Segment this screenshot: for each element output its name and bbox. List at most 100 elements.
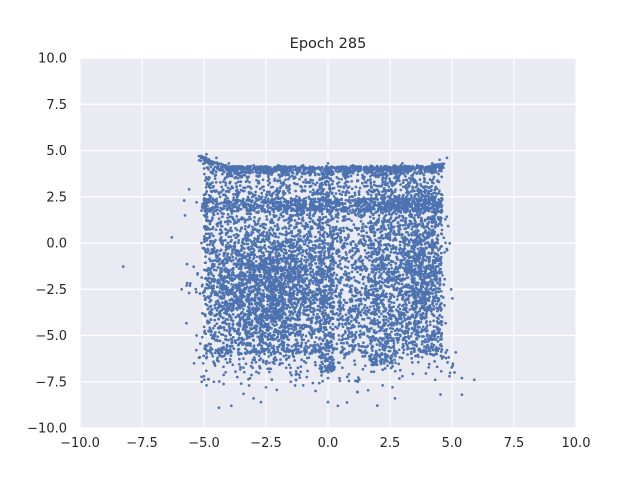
data-point: [356, 165, 359, 169]
data-point: [278, 186, 282, 190]
data-point: [306, 314, 310, 317]
data-point: [232, 198, 235, 202]
data-point: [185, 262, 189, 266]
data-point: [423, 198, 426, 201]
data-point: [284, 366, 288, 370]
data-point: [204, 286, 207, 290]
data-point: [266, 203, 270, 206]
data-point: [239, 207, 243, 211]
data-point: [214, 170, 218, 174]
data-point: [261, 313, 264, 317]
data-point: [228, 298, 232, 302]
data-point: [229, 235, 233, 239]
data-point: [229, 345, 232, 348]
data-point: [252, 339, 256, 342]
data-point: [250, 277, 254, 281]
data-point: [230, 211, 234, 215]
data-point: [313, 239, 317, 243]
data-point: [309, 172, 313, 176]
data-point: [249, 169, 253, 173]
data-point: [399, 197, 402, 201]
data-point: [246, 280, 249, 283]
data-point: [204, 159, 208, 162]
data-point: [295, 172, 299, 176]
data-point: [217, 217, 221, 221]
data-point: [303, 258, 306, 262]
data-point: [224, 318, 228, 321]
data-point: [314, 223, 318, 226]
data-point: [207, 266, 210, 270]
data-point: [310, 336, 313, 340]
data-point: [295, 313, 299, 317]
data-point: [188, 282, 192, 285]
data-point: [222, 345, 225, 349]
data-point: [282, 301, 286, 305]
data-point: [237, 172, 241, 176]
data-point: [256, 211, 260, 215]
data-point: [230, 279, 234, 283]
data-point: [209, 328, 212, 332]
data-point: [269, 169, 273, 173]
data-point: [312, 343, 316, 347]
data-point: [239, 316, 242, 320]
data-point: [254, 259, 258, 263]
data-point: [231, 323, 235, 327]
data-point: [309, 270, 313, 274]
data-point: [287, 244, 290, 248]
data-point: [315, 287, 319, 291]
data-point: [271, 243, 275, 246]
data-point: [258, 217, 261, 220]
data-point: [235, 289, 239, 293]
data-point: [259, 245, 262, 249]
data-point: [209, 170, 213, 174]
data-point: [256, 222, 260, 225]
data-point: [362, 204, 365, 207]
data-point: [298, 298, 301, 302]
data-point: [211, 185, 215, 189]
data-point: [307, 195, 311, 199]
data-point: [258, 284, 262, 288]
data-point: [245, 242, 248, 246]
data-point: [239, 312, 243, 316]
data-point: [270, 301, 274, 305]
data-point: [271, 322, 274, 326]
data-point: [213, 324, 217, 328]
data-point: [296, 268, 300, 272]
data-point: [290, 198, 294, 201]
data-point: [218, 181, 222, 184]
data-point: [201, 162, 205, 166]
data-point: [287, 216, 291, 220]
data-point: [424, 168, 427, 172]
data-point: [278, 326, 282, 330]
data-point: [311, 220, 315, 224]
data-point: [223, 177, 227, 181]
data-point: [312, 309, 316, 313]
data-point: [292, 255, 295, 259]
data-point: [225, 208, 229, 212]
data-point: [206, 307, 210, 311]
data-point: [266, 179, 270, 183]
data-point: [266, 329, 269, 332]
data-point: [232, 347, 236, 351]
data-point: [301, 212, 304, 216]
data-point: [281, 173, 285, 176]
data-point: [312, 197, 316, 201]
data-point: [255, 178, 258, 182]
data-point: [361, 173, 364, 177]
data-point: [203, 193, 207, 196]
data-point: [234, 294, 238, 298]
data-point: [290, 324, 294, 328]
data-point: [244, 171, 247, 175]
data-point: [303, 168, 306, 172]
data-point: [296, 240, 300, 244]
data-point: [218, 249, 222, 253]
data-point: [264, 169, 267, 173]
data-point: [302, 349, 306, 352]
data-point: [247, 245, 251, 249]
data-point: [250, 262, 253, 266]
data-point: [240, 241, 244, 244]
data-point: [213, 318, 217, 322]
data-point: [282, 251, 286, 255]
data-point: [234, 257, 238, 260]
